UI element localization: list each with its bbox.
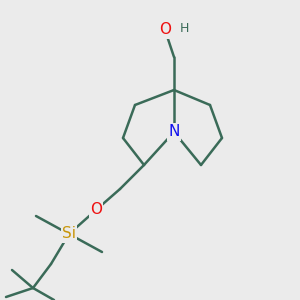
Text: O: O <box>90 202 102 217</box>
Text: Si: Si <box>62 226 76 242</box>
Text: H: H <box>180 22 189 35</box>
Text: O: O <box>159 22 171 38</box>
Text: N: N <box>168 124 180 140</box>
